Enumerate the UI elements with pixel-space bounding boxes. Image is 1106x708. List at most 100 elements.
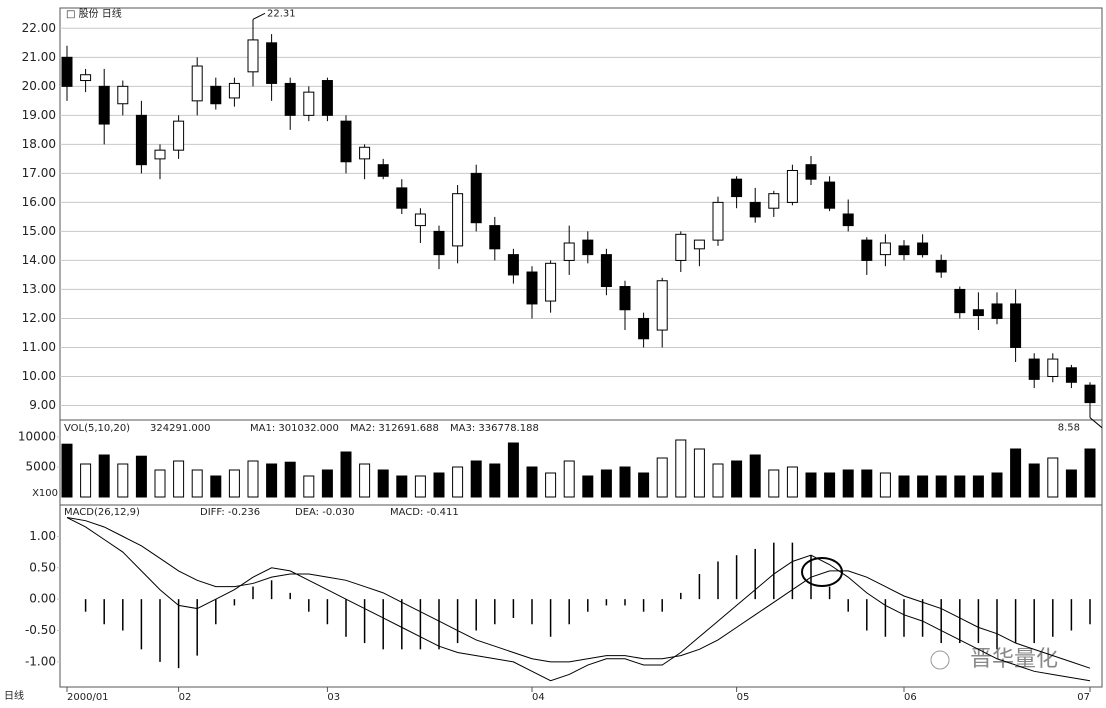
candle-body (1065, 367, 1077, 383)
candle-body (359, 146, 371, 160)
volume-bar (954, 475, 966, 498)
x-tick-label: 07 (1077, 692, 1090, 703)
candle-body (154, 149, 166, 160)
volume-bar (154, 469, 166, 498)
annotation-label: 22.31 (267, 8, 296, 19)
candle-body (247, 39, 259, 73)
candle-body (173, 120, 185, 151)
annotation-line (252, 12, 266, 20)
volume-bar (545, 472, 557, 498)
y-tick-label: 22.00 (22, 21, 56, 35)
candle-body (1028, 358, 1040, 380)
candle-body (972, 309, 984, 317)
candle-body (731, 178, 743, 198)
annotation-label: 8.58 (1058, 423, 1080, 434)
volume-title: VOL(5,10,20) (64, 423, 130, 434)
candle-body (638, 317, 650, 340)
y-tick-label: -0.50 (25, 623, 56, 637)
x-tick-label: 05 (737, 692, 750, 703)
volume-bar (638, 472, 650, 498)
volume-bar (303, 475, 315, 498)
volume-bar (489, 463, 501, 498)
volume-bar (117, 463, 129, 498)
x-tick-label: 06 (904, 692, 917, 703)
candle-body (526, 271, 538, 305)
volume-bar (135, 455, 147, 498)
macd-stat: DIFF: -0.236 (200, 507, 260, 518)
candle-body (284, 82, 296, 116)
candle-body (452, 193, 464, 247)
volume-bar (173, 460, 185, 498)
y-tick-label: 18.00 (22, 137, 56, 151)
y-tick-label: 0.00 (29, 592, 56, 606)
y-tick-label: 14.00 (22, 253, 56, 267)
candle-body (340, 120, 352, 163)
volume-bar (80, 463, 92, 498)
x-tick-label: 02 (179, 692, 192, 703)
x-tick-label: 03 (327, 692, 340, 703)
y-tick-label: 0.50 (29, 560, 56, 574)
candle-body (1084, 384, 1096, 404)
candle-body (600, 254, 612, 288)
volume-bar (210, 475, 222, 498)
volume-bar (1084, 448, 1096, 498)
y-tick-label: 1.00 (29, 529, 56, 543)
volume-bar (917, 475, 929, 498)
y-tick-label: 10.00 (22, 369, 56, 383)
candle-body (991, 303, 1003, 319)
volume-bar (582, 475, 594, 498)
volume-stat: MA1: 301032.000 (250, 423, 339, 434)
candle-body (321, 80, 333, 116)
y-tick-label: 13.00 (22, 282, 56, 296)
candle-body (489, 225, 501, 250)
y-tick-label: 9.00 (29, 398, 56, 412)
volume-bar (675, 439, 687, 498)
candle-body (117, 85, 129, 105)
volume-bar (340, 451, 352, 498)
volume-bar (98, 454, 110, 498)
volume-bar (805, 472, 817, 498)
y-tick-label: 19.00 (22, 108, 56, 122)
y-tick-label: 17.00 (22, 166, 56, 180)
volume-bar (898, 475, 910, 498)
dif-line (66, 517, 1091, 682)
volume-bar (768, 469, 780, 498)
candle-body (563, 242, 575, 261)
x-tick-label: 2000/01 (67, 692, 109, 703)
volume-bar (433, 472, 445, 498)
volume-bar (749, 454, 761, 498)
y-tick-label: -1.00 (25, 654, 56, 668)
volume-bar (266, 463, 278, 498)
volume-bar (321, 469, 333, 498)
volume-bar (563, 460, 575, 498)
candle-body (861, 239, 873, 261)
volume-bar (452, 466, 464, 498)
volume-bar (1047, 457, 1059, 498)
volume-bar (731, 460, 743, 498)
volume-bar (879, 472, 891, 498)
volume-bar (61, 443, 73, 498)
candle-body (303, 91, 315, 116)
y-tick-label: 20.00 (22, 79, 56, 93)
volume-bar (191, 469, 203, 498)
y-tick-label: 21.00 (22, 50, 56, 64)
volume-stat: MA2: 312691.688 (350, 423, 439, 434)
volume-bar (842, 469, 854, 498)
candle-body (675, 233, 687, 261)
watermark-icon (930, 650, 950, 670)
volume-bar (470, 460, 482, 498)
volume-unit: X100 (32, 488, 58, 499)
volume-bar (396, 475, 408, 498)
candle-body (1010, 303, 1022, 348)
candle-body (917, 242, 929, 256)
volume-bar (1028, 463, 1040, 498)
volume-bar (786, 466, 798, 498)
volume-stat: MA3: 336778.188 (450, 423, 539, 434)
candle-body (98, 85, 110, 125)
candle-body (935, 259, 947, 273)
candle-body (228, 82, 240, 99)
annotation-line (1089, 417, 1103, 429)
dea-line (66, 517, 1091, 669)
volume-bar (247, 460, 259, 498)
